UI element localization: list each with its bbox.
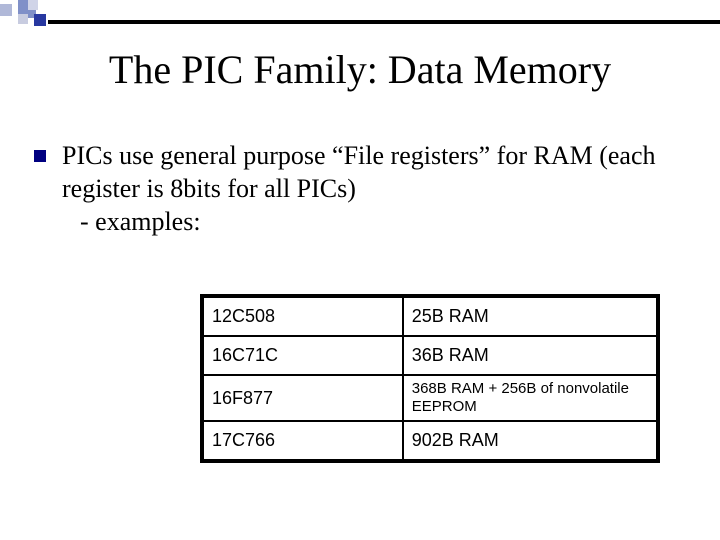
table-cell-device: 16F877 (203, 375, 403, 421)
table-row: 16F877368B RAM + 256B of nonvolatile EEP… (203, 375, 657, 421)
deco-square (28, 0, 38, 10)
body-content: PICs use general purpose “File registers… (34, 140, 690, 237)
deco-square (34, 14, 46, 26)
table-cell-device: 17C766 (203, 421, 403, 460)
deco-square (0, 4, 12, 16)
table-cell-device: 12C508 (203, 297, 403, 336)
examples-table: 12C50825B RAM16C71C36B RAM16F877368B RAM… (200, 294, 660, 463)
slide-title: The PIC Family: Data Memory (0, 46, 720, 93)
corner-decoration (0, 0, 720, 28)
table-row: 12C50825B RAM (203, 297, 657, 336)
table-cell-ram: 25B RAM (403, 297, 657, 336)
bullet-text: PICs use general purpose “File registers… (62, 140, 690, 205)
table-cell-device: 16C71C (203, 336, 403, 375)
table-row: 16C71C36B RAM (203, 336, 657, 375)
table: 12C50825B RAM16C71C36B RAM16F877368B RAM… (202, 296, 658, 461)
deco-square (18, 14, 28, 24)
table-row: 17C766902B RAM (203, 421, 657, 460)
table-cell-ram: 902B RAM (403, 421, 657, 460)
examples-label: - examples: (80, 207, 690, 237)
bullet-square-icon (34, 150, 46, 162)
table-cell-ram: 36B RAM (403, 336, 657, 375)
top-rule (48, 20, 720, 24)
bullet-item: PICs use general purpose “File registers… (34, 140, 690, 205)
table-cell-ram: 368B RAM + 256B of nonvolatile EEPROM (403, 375, 657, 421)
